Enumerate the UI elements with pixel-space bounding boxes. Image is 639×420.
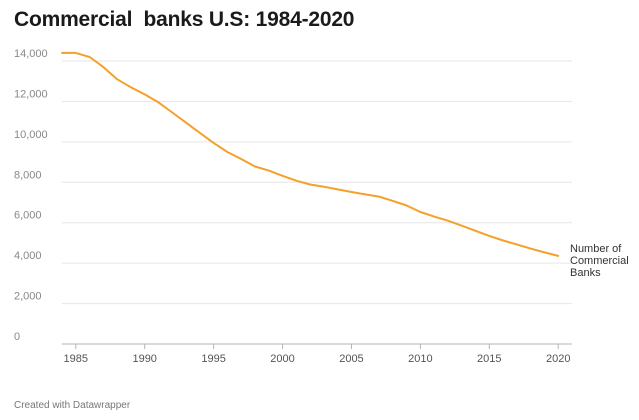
y-axis-ticks: 0 2,000 4,000 6,000 8,000 10,000 12,000 14,000: [14, 48, 48, 343]
series-label: Number of Commercial Banks: [570, 243, 629, 279]
y-tick-label: 2,000: [14, 291, 42, 303]
y-tick-label: 4,000: [14, 250, 42, 262]
y-tick-label: 12,000: [14, 88, 48, 100]
x-axis-ticks: 1985 1990 1995 2000 2005 2010 2015 2020: [64, 344, 570, 365]
x-tick-label: 2020: [546, 353, 570, 365]
y-tick-label: 6,000: [14, 210, 42, 222]
y-tick-label: 10,000: [14, 129, 48, 141]
y-tick-label: 8,000: [14, 169, 42, 181]
gridlines: [62, 60, 572, 345]
y-tick-label: 0: [14, 331, 20, 343]
series-labels: Number of Commercial Banks: [570, 243, 629, 279]
x-tick-label: 1995: [201, 353, 225, 365]
y-tick-label: 14,000: [14, 48, 48, 60]
chart-footer: Created with Datawrapper: [14, 400, 131, 411]
x-tick-label: 2000: [270, 353, 294, 365]
x-tick-label: 2010: [408, 353, 432, 365]
x-tick-label: 2015: [477, 353, 501, 365]
chart-title: Commercial banks U.S: 1984-2020: [14, 8, 355, 31]
series-lines: [61, 51, 560, 257]
x-tick-label: 1985: [64, 353, 88, 365]
series-line: [61, 51, 560, 257]
x-tick-label: 2005: [339, 353, 363, 365]
x-tick-label: 1990: [132, 353, 156, 365]
